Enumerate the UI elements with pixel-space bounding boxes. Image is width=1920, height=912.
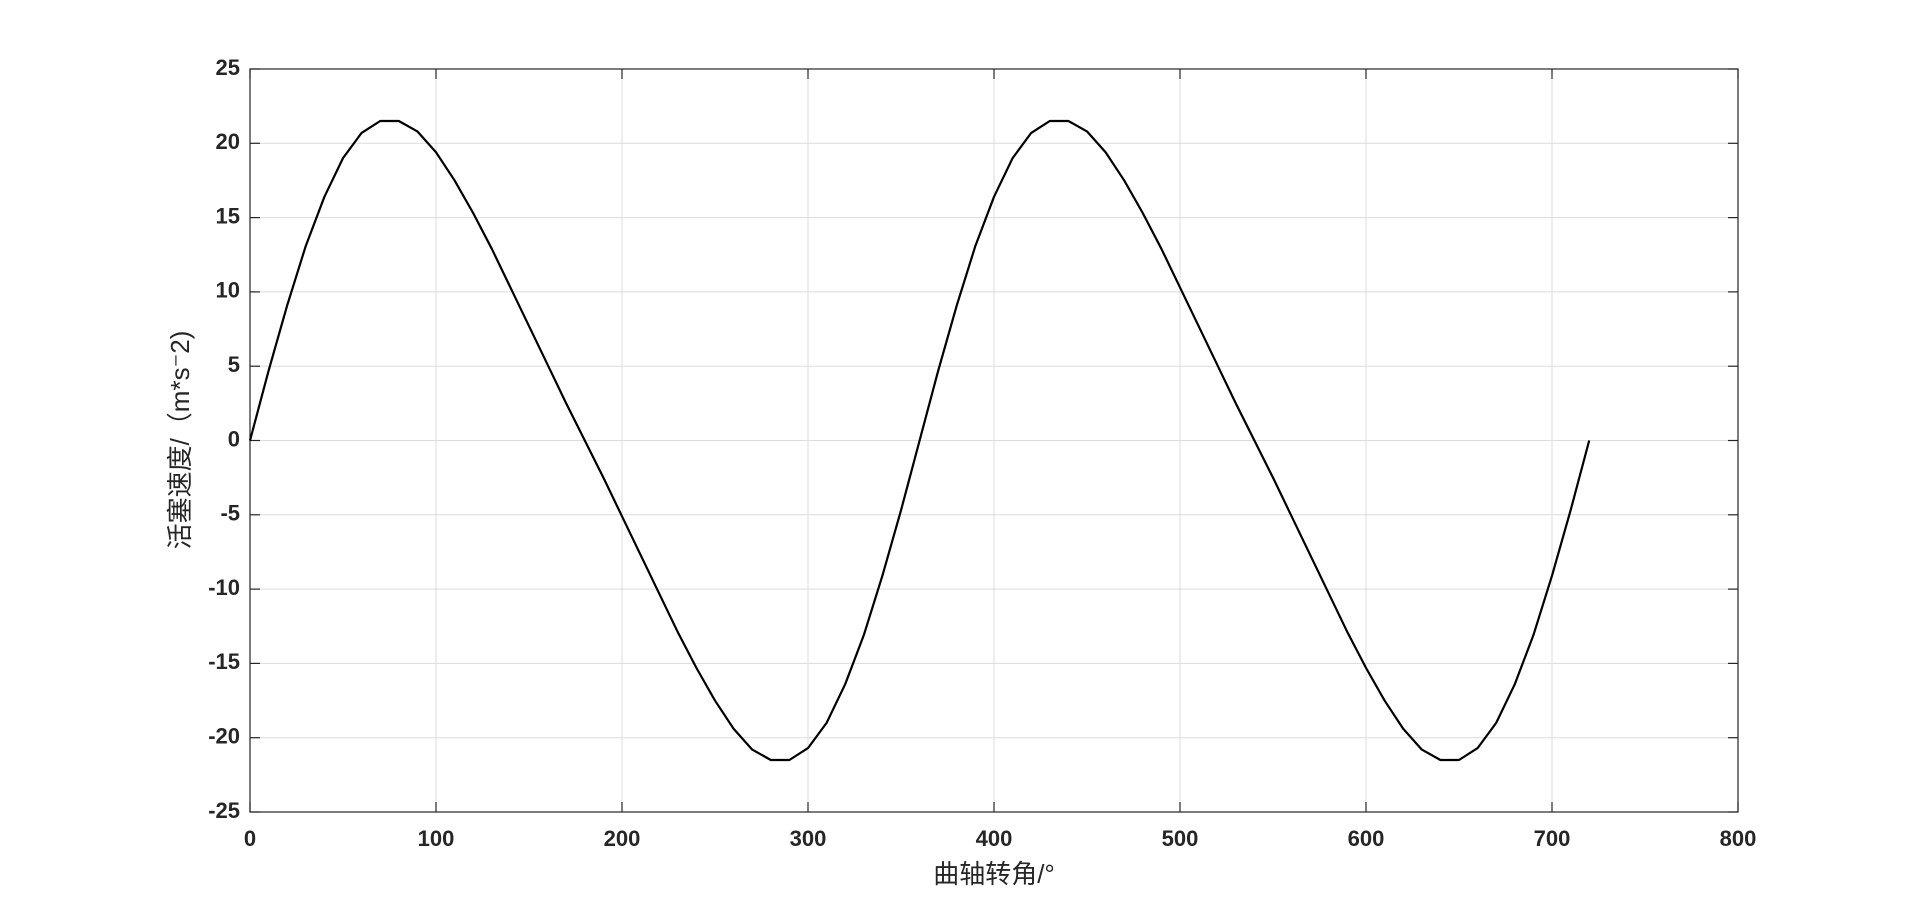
x-axis-title: 曲轴转角/° (933, 859, 1055, 889)
x-tick-label: 700 (1534, 826, 1571, 851)
x-tick-label: 400 (976, 826, 1013, 851)
y-tick-label: 20 (216, 129, 240, 154)
y-tick-label: 15 (216, 203, 240, 228)
x-tick-label: 100 (418, 826, 455, 851)
y-tick-label: -25 (208, 798, 240, 823)
y-tick-label: 5 (228, 352, 240, 377)
y-tick-label: -10 (208, 575, 240, 600)
y-tick-label: -20 (208, 724, 240, 749)
data-line (248, 119, 1591, 762)
y-tick-label: -5 (220, 501, 240, 526)
x-tick-label: 600 (1348, 826, 1385, 851)
y-axis-title: 活塞速度/（m*s⁻2) (165, 331, 195, 550)
y-tick-label: 25 (216, 55, 240, 80)
x-tick-label: 200 (604, 826, 641, 851)
x-tick-label: 0 (244, 826, 256, 851)
y-tick-label: -15 (208, 649, 240, 674)
x-tick-label: 800 (1720, 826, 1757, 851)
x-tick-label: 500 (1162, 826, 1199, 851)
x-tick-label: 300 (790, 826, 827, 851)
y-tick-label: 10 (216, 278, 240, 303)
y-tick-label: 0 (228, 426, 240, 451)
